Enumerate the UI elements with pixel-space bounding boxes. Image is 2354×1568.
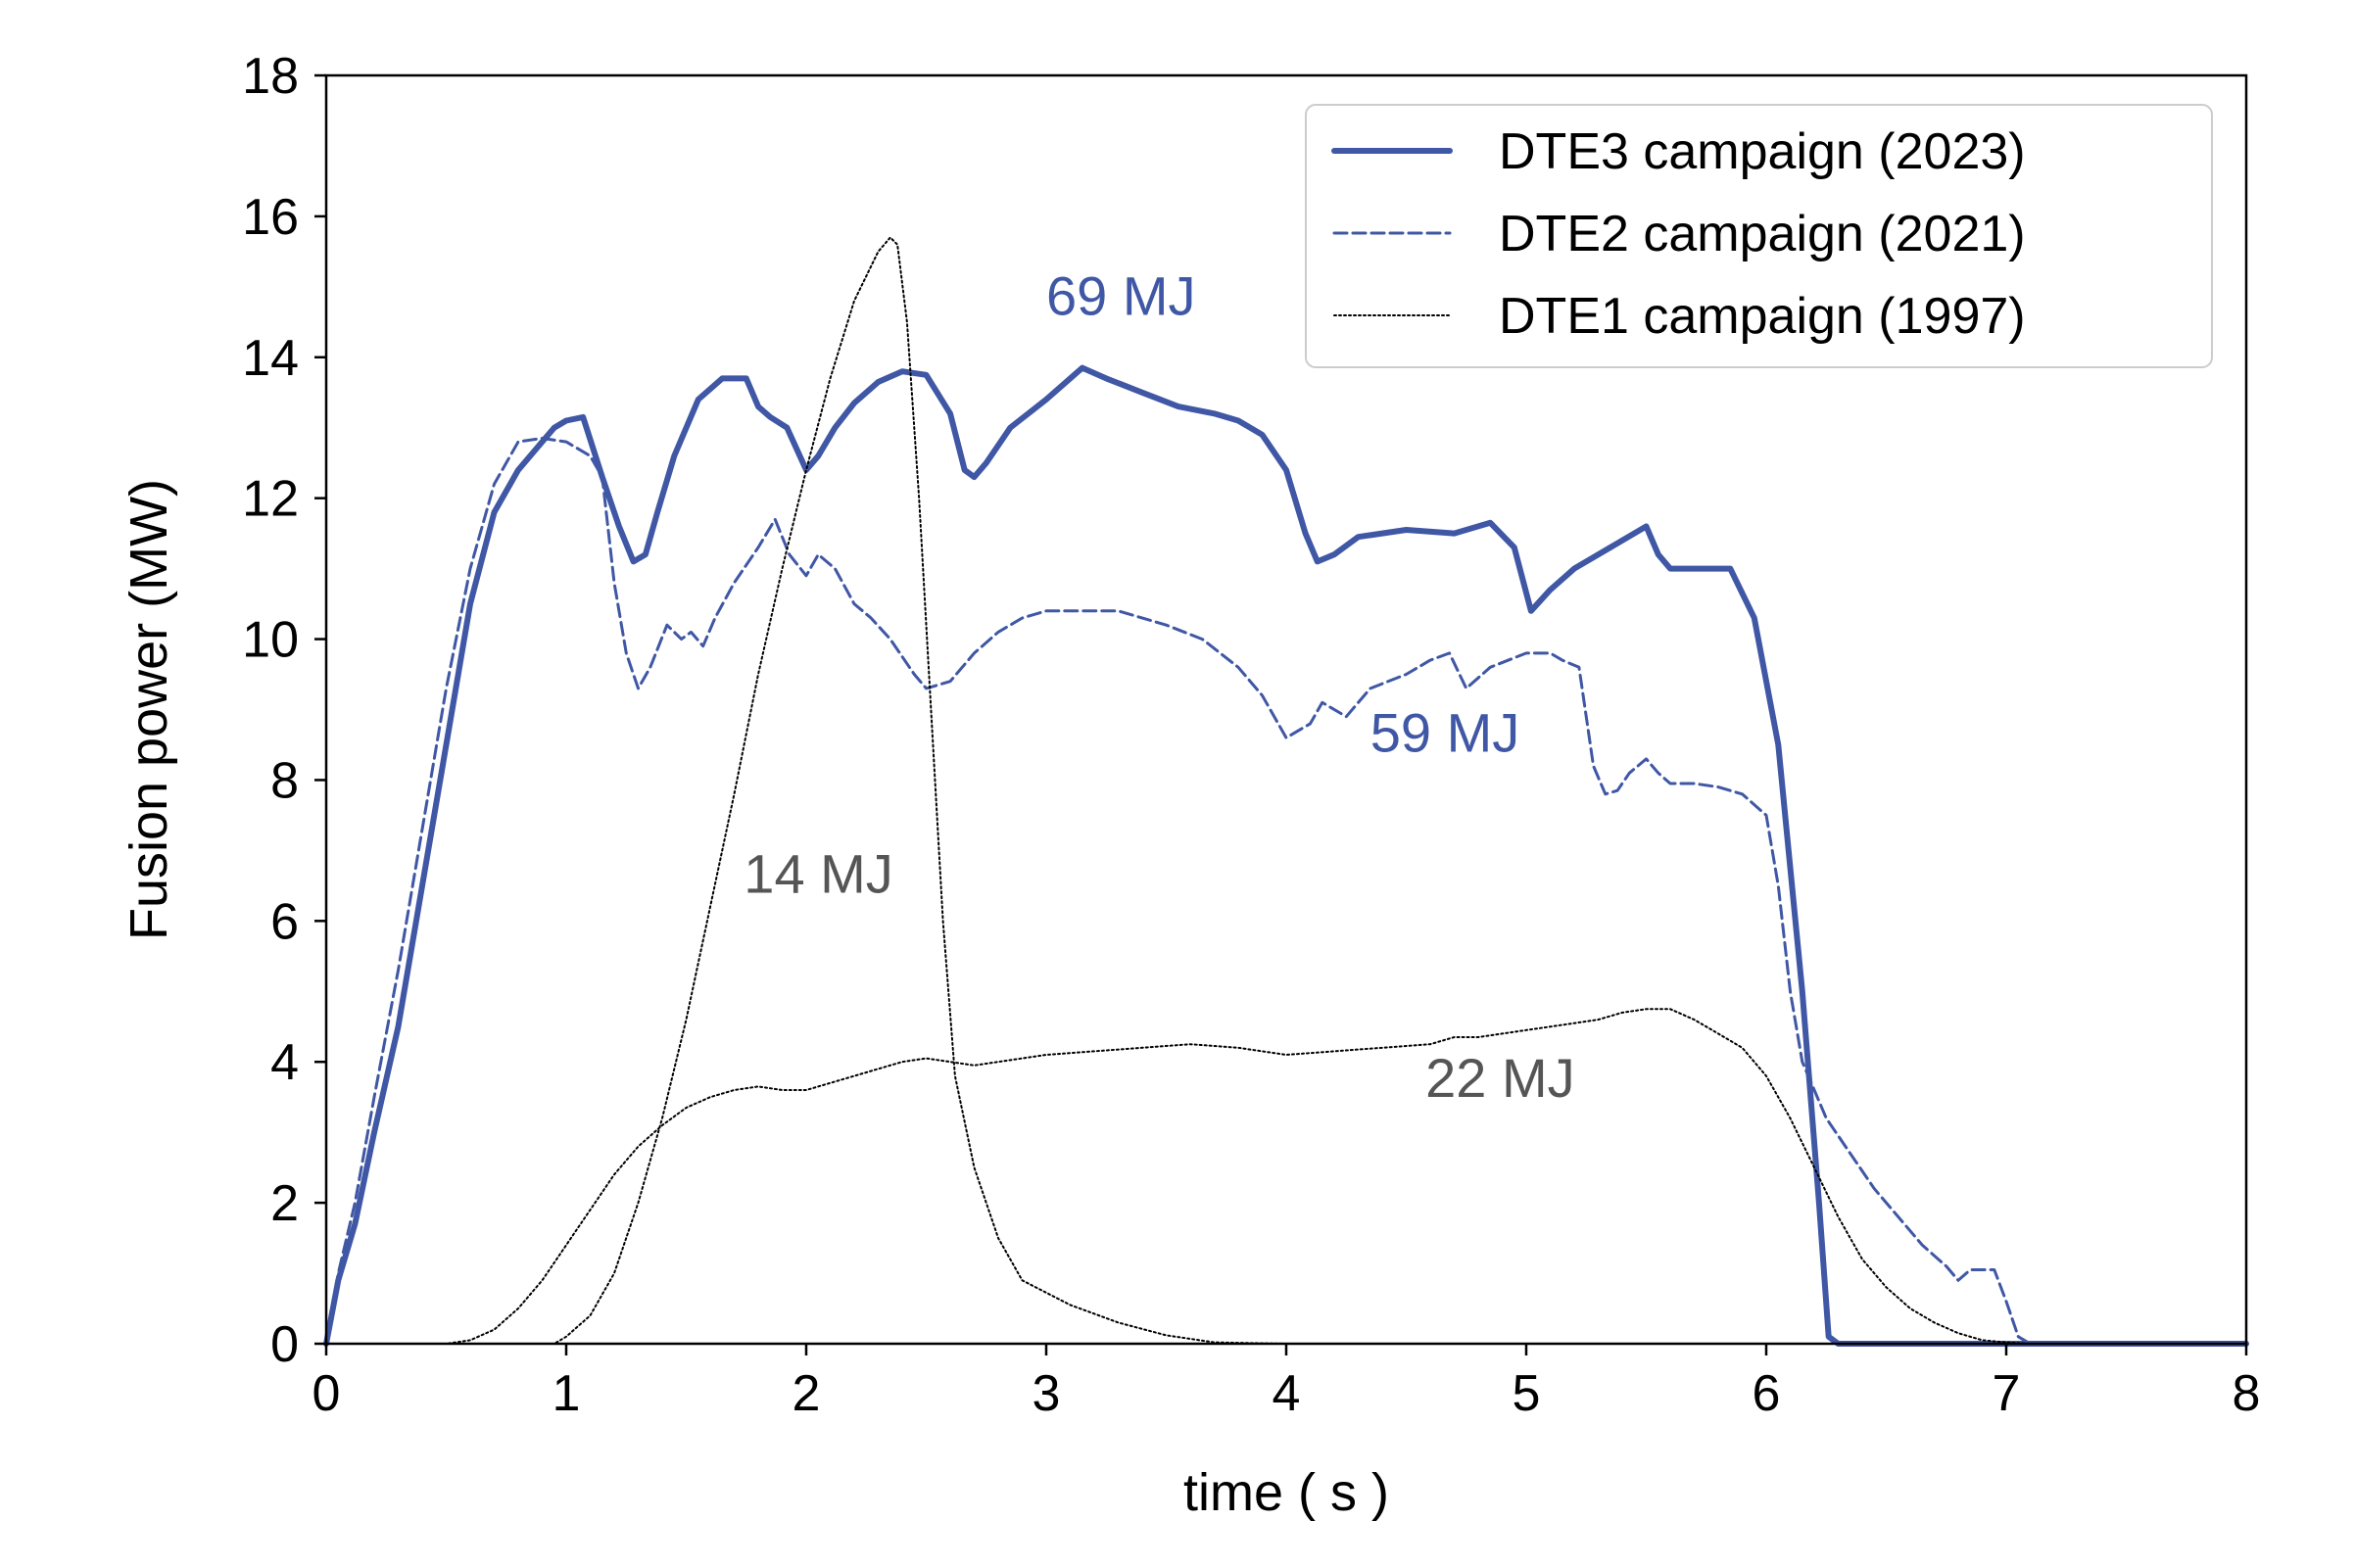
y-tick-label: 2 — [270, 1175, 299, 1232]
y-tick-label: 4 — [270, 1034, 299, 1091]
x-tick-label: 6 — [1753, 1365, 1781, 1422]
x-tick-label: 2 — [793, 1365, 821, 1422]
series-line-2 — [324, 437, 2248, 1346]
x-tick-label: 7 — [1993, 1365, 2021, 1422]
energy-annotation-1: 69 MJ — [1046, 265, 1196, 327]
x-tick-label: 1 — [552, 1365, 581, 1422]
legend-label-3: DTE1 campaign (1997) — [1499, 288, 2026, 345]
series-line-4 — [325, 1008, 2247, 1345]
y-tick-label: 6 — [270, 893, 299, 950]
x-tick-label: 4 — [1273, 1365, 1301, 1422]
y-tick-label: 16 — [242, 189, 299, 246]
annotations: 69 MJ 59 MJ 14 MJ 22 MJ — [744, 265, 1574, 1110]
x-tick-label: 3 — [1033, 1365, 1061, 1422]
energy-annotation-3: 14 MJ — [744, 843, 893, 905]
series-line-3 — [325, 236, 2247, 1345]
legend-box — [1305, 104, 2213, 368]
y-tick-label: 8 — [270, 752, 299, 809]
y-tick-label: 0 — [270, 1316, 299, 1373]
series-line-1 — [323, 364, 2249, 1347]
y-tick-label: 10 — [242, 612, 299, 669]
series-layer — [323, 236, 2249, 1347]
y-tick-label: 12 — [242, 471, 299, 528]
x-axis-title: time ( s ) — [1183, 1463, 1389, 1522]
x-tick-label: 8 — [2233, 1365, 2261, 1422]
x-tick-label: 5 — [1513, 1365, 1541, 1422]
legend-items: DTE3 campaign (2023) DTE2 campaign (2021)… — [1331, 123, 2026, 345]
energy-annotation-2: 59 MJ — [1370, 702, 1520, 764]
y-axis-title: Fusion power (MW) — [120, 479, 178, 940]
y-tick-label: 14 — [242, 330, 299, 387]
legend-label-2: DTE2 campaign (2021) — [1499, 206, 2026, 262]
energy-annotation-4: 22 MJ — [1425, 1047, 1575, 1109]
x-tick-label: 0 — [312, 1365, 341, 1422]
y-tick-label: 18 — [242, 48, 299, 105]
legend-label-1: DTE3 campaign (2023) — [1499, 123, 2026, 180]
legend: DTE3 campaign (2023) DTE2 campaign (2021)… — [1305, 104, 2213, 368]
